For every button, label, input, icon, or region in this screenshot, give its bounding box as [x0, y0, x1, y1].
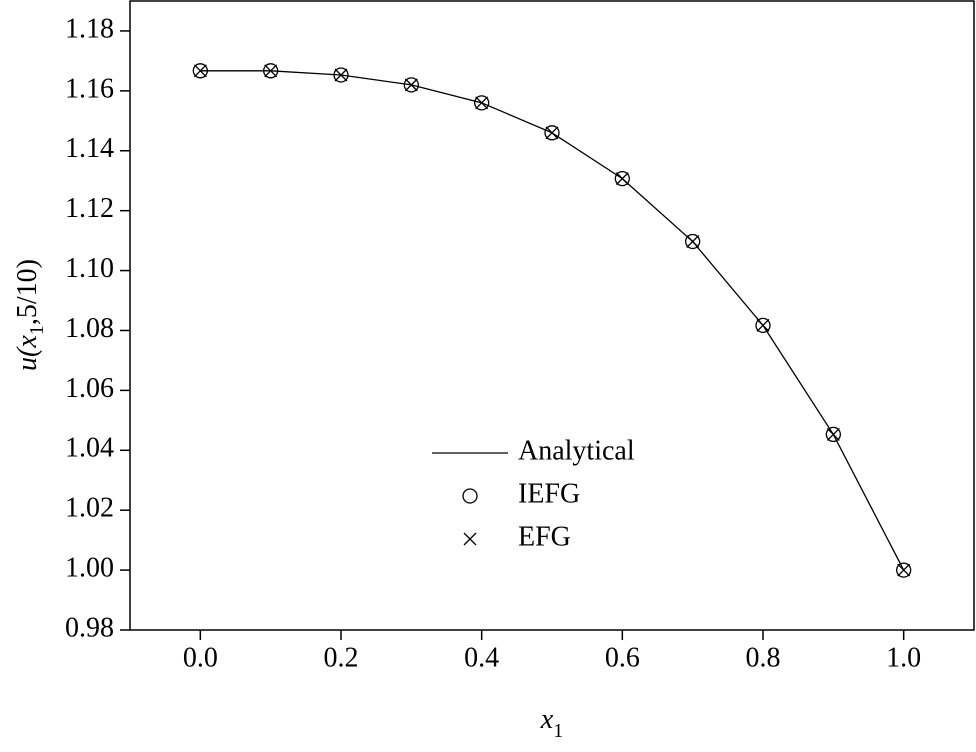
y-label-sub: 1	[26, 325, 48, 335]
plot-frame	[129, 0, 975, 631]
x-label-sub: 1	[553, 720, 563, 742]
x-tick-label: 0.6	[605, 642, 640, 673]
circle-marker	[333, 67, 349, 83]
circle-marker	[755, 317, 771, 334]
y-tick-label: 1.00	[65, 553, 114, 584]
y-tick-label: 1.08	[65, 313, 114, 344]
circle-marker	[403, 77, 419, 93]
cross-marker	[264, 64, 278, 78]
y-label-rest: ,5/10)	[12, 259, 43, 325]
circle-marker	[192, 63, 208, 79]
x-tick-label: 0.2	[324, 642, 359, 673]
y-tick-label: 1.18	[65, 13, 114, 44]
y-tick-label: 1.12	[65, 193, 114, 224]
cross-marker	[545, 126, 559, 140]
cross-marker	[404, 78, 418, 92]
x-tick-label: 1.0	[886, 642, 921, 673]
y-tick-label: 1.04	[65, 433, 114, 464]
cross-marker	[826, 427, 840, 441]
legend-label: Analytical	[518, 435, 635, 466]
x-tick-label: 0.8	[746, 642, 781, 673]
y-tick-label: 0.98	[65, 612, 114, 643]
x-tick-label: 0.0	[183, 642, 218, 673]
y-tick-label: 1.14	[65, 133, 114, 164]
cross-marker	[897, 563, 911, 577]
y-tick-label: 1.16	[65, 73, 114, 104]
cross-marker	[334, 68, 348, 82]
cross-marker	[193, 64, 207, 78]
cross-marker	[686, 235, 700, 248]
cross-marker	[475, 96, 489, 110]
circle-marker	[614, 170, 630, 187]
cross-marker	[756, 318, 770, 332]
legend-marker	[462, 488, 478, 504]
circle-marker	[263, 63, 279, 79]
y-label-var: x	[12, 335, 43, 349]
cross-marker	[615, 172, 629, 186]
circle-marker	[544, 125, 560, 141]
legend-label: IEFG	[518, 478, 580, 509]
y-tick-label: 1.10	[65, 253, 114, 284]
circle-marker	[896, 562, 912, 578]
circle-marker	[474, 95, 490, 111]
y-tick-label: 1.02	[65, 493, 114, 524]
y-tick-label: 1.06	[65, 373, 114, 404]
circle-marker	[825, 426, 841, 443]
x-label-var: x	[540, 704, 554, 735]
x-axis-label: x1	[540, 704, 563, 741]
legend-label: EFG	[518, 521, 571, 552]
x-tick-label: 0.4	[464, 642, 499, 673]
y-axis-label: u(x1,5/10)	[12, 259, 47, 371]
y-label-func: u(	[12, 346, 43, 371]
legend-marker	[463, 532, 477, 546]
circle-marker	[685, 233, 701, 250]
